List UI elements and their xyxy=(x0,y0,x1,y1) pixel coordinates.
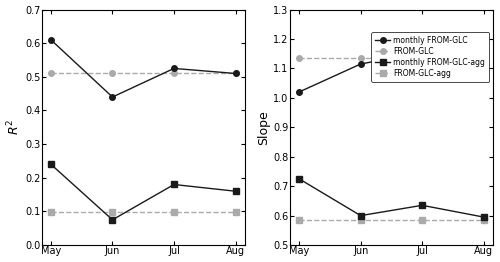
monthly FROM-GLC-agg xyxy=(419,204,425,207)
FROM-GLC xyxy=(419,57,425,60)
Y-axis label: $R^2$: $R^2$ xyxy=(6,119,22,135)
FROM-GLC xyxy=(296,57,302,60)
FROM-GLC xyxy=(358,57,364,60)
Line: FROM-GLC: FROM-GLC xyxy=(296,55,486,61)
monthly FROM-GLC-agg xyxy=(480,216,486,219)
monthly FROM-GLC xyxy=(296,90,302,94)
Line: monthly FROM-GLC-agg: monthly FROM-GLC-agg xyxy=(296,176,486,220)
monthly FROM-GLC xyxy=(480,62,486,66)
Line: monthly FROM-GLC: monthly FROM-GLC xyxy=(296,50,486,95)
FROM-GLC xyxy=(480,57,486,60)
Legend: monthly FROM-GLC, FROM-GLC, monthly FROM-GLC-agg, FROM-GLC-agg: monthly FROM-GLC, FROM-GLC, monthly FROM… xyxy=(372,32,489,81)
Y-axis label: Slope: Slope xyxy=(258,110,270,145)
FROM-GLC-agg xyxy=(358,219,364,222)
monthly FROM-GLC-agg xyxy=(296,177,302,181)
FROM-GLC-agg xyxy=(296,219,302,222)
monthly FROM-GLC xyxy=(358,62,364,66)
FROM-GLC-agg xyxy=(419,219,425,222)
Line: FROM-GLC-agg: FROM-GLC-agg xyxy=(296,217,486,223)
FROM-GLC-agg xyxy=(480,219,486,222)
monthly FROM-GLC-agg xyxy=(358,214,364,217)
monthly FROM-GLC xyxy=(419,51,425,54)
